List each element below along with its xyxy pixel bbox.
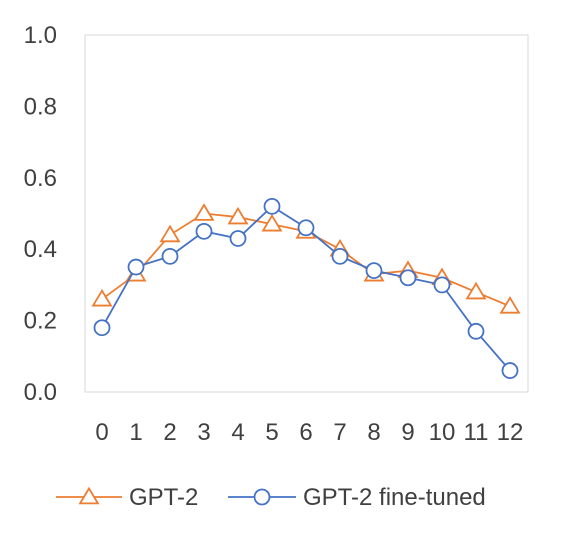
y-tick-label: 0.8 (24, 93, 57, 120)
legend-item: GPT-2 fine-tuned (228, 484, 486, 511)
legend-label: GPT-2 fine-tuned (303, 484, 486, 511)
plot-area (84, 34, 529, 393)
x-tick-label: 9 (401, 419, 414, 446)
x-tick-label: 1 (129, 419, 142, 446)
data-point (433, 276, 451, 294)
data-point (227, 206, 249, 225)
legend-item: GPT-2 (56, 484, 198, 511)
data-point (399, 269, 417, 287)
y-tick-label: 1.0 (24, 22, 57, 49)
data-point (261, 213, 283, 232)
legend-marker (253, 488, 271, 506)
data-point (365, 262, 383, 280)
data-point (501, 362, 519, 379)
data-point (193, 203, 215, 221)
legend-marker (78, 486, 100, 505)
data-point (161, 247, 179, 265)
data-point (331, 247, 349, 265)
y-tick-label: 0.6 (24, 165, 57, 192)
data-point (195, 222, 213, 240)
data-point (159, 224, 181, 243)
legend-label: GPT-2 (129, 484, 198, 511)
series-layer (91, 197, 521, 379)
x-tick-label: 2 (163, 419, 176, 446)
x-tick-label: 5 (265, 419, 278, 446)
data-point (93, 319, 111, 337)
x-tick-label: 11 (464, 419, 489, 446)
x-axis-tick-labels: 0 1 2 3 4 5 6 7 8 9 10 11 12 (95, 419, 523, 446)
x-tick-label: 3 (197, 419, 210, 446)
y-tick-label: 0.0 (24, 379, 57, 406)
data-point (297, 219, 315, 237)
data-point (263, 197, 281, 215)
data-point (467, 322, 485, 340)
x-tick-label: 10 (429, 419, 456, 446)
y-tick-label: 0.2 (24, 308, 57, 335)
y-tick-label: 0.4 (24, 236, 57, 263)
data-point (229, 230, 247, 247)
x-tick-label: 7 (333, 419, 346, 446)
x-tick-label: 4 (231, 419, 244, 446)
series-gpt2-fine-tuned (93, 197, 519, 379)
data-point (127, 258, 145, 276)
legend: GPT-2 GPT-2 fine-tuned (56, 484, 486, 511)
y-axis-tick-labels: 0.0 0.2 0.4 0.6 0.8 1.0 (24, 22, 57, 406)
x-tick-label: 8 (367, 419, 380, 446)
x-tick-label: 6 (299, 419, 312, 446)
x-tick-label: 12 (497, 419, 524, 446)
data-point (499, 296, 521, 314)
data-point (465, 281, 487, 300)
data-point (91, 288, 113, 307)
x-tick-label: 0 (95, 419, 108, 446)
